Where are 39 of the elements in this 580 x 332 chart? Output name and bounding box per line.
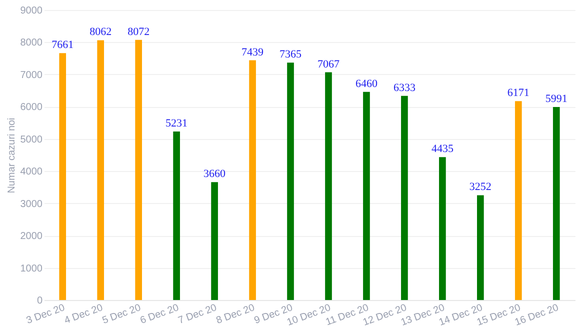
data-label: 7365	[280, 48, 302, 61]
y-axis-title: Numar cazuri noi	[6, 118, 18, 194]
data-label: 6460	[355, 78, 378, 90]
bar	[211, 182, 218, 300]
y-tick-label: 2000	[20, 231, 43, 242]
y-tick-label: 1000	[20, 263, 43, 274]
data-label: 6171	[507, 87, 530, 100]
data-label: 8062	[90, 26, 112, 38]
y-tick-label: 8000	[20, 38, 43, 49]
bar	[97, 40, 104, 300]
data-label: 7661	[52, 39, 74, 52]
bar	[439, 157, 446, 300]
y-tick-label: 6000	[20, 102, 43, 114]
bar	[59, 53, 66, 300]
bar	[363, 92, 370, 300]
bar	[287, 62, 294, 300]
data-label: 6333	[393, 82, 416, 94]
data-label: 7439	[242, 46, 264, 58]
bar	[249, 60, 256, 300]
y-tick-label: 5000	[20, 134, 43, 146]
data-label: 7067	[317, 58, 340, 70]
bar	[135, 40, 142, 300]
bar	[514, 101, 522, 300]
y-tick-label: 3000	[20, 198, 43, 210]
data-label: 8072	[128, 26, 150, 38]
data-label: 4435	[431, 143, 454, 156]
bar	[477, 195, 484, 300]
y-tick-label: 9000	[20, 6, 43, 16]
data-label: 3660	[204, 168, 226, 180]
data-label: 5231	[166, 117, 188, 130]
bar	[552, 106, 560, 300]
data-label: 3252	[469, 181, 492, 194]
bar	[401, 96, 408, 300]
bar	[173, 131, 180, 300]
y-tick-label: 7000	[20, 70, 43, 81]
y-tick-label: 4000	[20, 166, 43, 178]
data-label: 5991	[545, 92, 568, 105]
bar	[325, 72, 332, 300]
y-tick-label: 0	[36, 296, 43, 306]
